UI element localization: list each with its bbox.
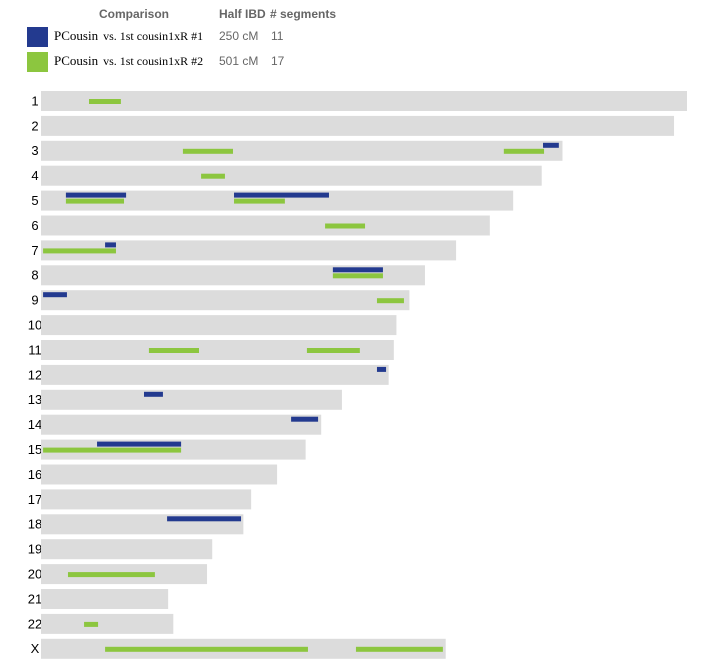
chromosome-bar [41, 290, 410, 311]
ibd-segment [234, 192, 329, 198]
comparison-name: PCousin vs. 1st cousin1xR #1 [54, 28, 203, 43]
chromosome-bar [41, 315, 397, 336]
chromosome-label: 7 [31, 243, 38, 258]
chromosome-label: 15 [28, 442, 42, 457]
chromosome-label: 20 [28, 567, 42, 582]
ibd-segment [97, 441, 182, 447]
ibd-segment [355, 646, 443, 652]
ibd-segment [88, 99, 121, 104]
ibd-segment [291, 416, 319, 422]
ibd-segment [234, 198, 285, 204]
ibd-segment [43, 292, 67, 298]
ibd-segment [143, 391, 163, 397]
chromosome-label: 1 [31, 93, 38, 108]
column-header: # segments [270, 7, 336, 21]
chromosome-label: X [31, 641, 40, 656]
ibd-segment [105, 646, 308, 652]
ibd-segment [325, 223, 366, 229]
ibd-segment [332, 273, 383, 279]
person: PCousin [54, 53, 99, 68]
chromosome-bar [41, 340, 394, 360]
chromosome-bar [41, 364, 389, 385]
chromosome-bar [41, 240, 457, 261]
segment-count: 17 [271, 54, 285, 68]
ibd-segment [332, 267, 383, 273]
chromosome-bar [41, 414, 322, 435]
chromosome-label: 13 [28, 392, 42, 407]
chromosome-bar [41, 265, 425, 286]
ibd-segment [65, 198, 125, 204]
chromosome-bar [41, 389, 342, 410]
chromosome-bar [41, 589, 169, 609]
ibd-segment [43, 248, 116, 254]
chromosome-bar [41, 91, 687, 111]
relation: vs. 1st cousin1xR #2 [103, 54, 203, 68]
half-ibd: 501 cM [219, 54, 258, 68]
chromosome-bar [41, 464, 278, 485]
chromosome-label: 11 [28, 342, 42, 357]
person: PCousin [54, 28, 99, 43]
ibd-segment [306, 348, 360, 353]
chromosome-label: 19 [28, 542, 42, 557]
chromosome-bar [41, 215, 490, 236]
ibd-segment [503, 148, 545, 154]
chromosome-bar [41, 165, 542, 186]
chromosome-label: 17 [28, 492, 42, 507]
comparison-name: PCousin vs. 1st cousin1xR #2 [54, 53, 203, 68]
column-header: Comparison [99, 7, 169, 21]
chromosome-label: 21 [28, 591, 42, 606]
relation: vs. 1st cousin1xR #1 [103, 29, 203, 43]
column-header: Half IBD [219, 7, 266, 21]
chromosome-bar [41, 613, 174, 634]
ibd-segment [105, 242, 116, 248]
chromosome-label: 9 [31, 293, 38, 308]
ibd-segment [167, 516, 242, 522]
ibd-segment [67, 572, 155, 578]
chromosome-bar [41, 489, 252, 510]
chromosome-label: 18 [28, 517, 42, 532]
ibd-segment [376, 298, 404, 304]
ibd-segment [201, 173, 225, 179]
chromosome-bar [41, 539, 213, 560]
chromosome-label: 16 [28, 467, 42, 482]
chromosome-label: 6 [31, 218, 38, 233]
ibd-segment [182, 148, 233, 154]
chromosome-bar [41, 140, 563, 161]
chromosome-label: 4 [31, 168, 38, 183]
ibd-segment [65, 192, 127, 198]
ibd-segment [84, 621, 99, 627]
chromosome-bar [41, 115, 675, 136]
legend-swatch [27, 27, 48, 47]
ibd-segment [148, 348, 199, 353]
chromosome-label: 8 [31, 268, 38, 283]
ibd-segment [543, 142, 559, 148]
segment-count: 11 [271, 29, 284, 43]
chromosome-label: 2 [31, 118, 38, 133]
ibd-segment [43, 447, 182, 453]
chromosome-label: 3 [31, 143, 38, 158]
legend-swatch [27, 52, 48, 72]
chromosome-label: 10 [28, 318, 42, 333]
ibd-segment [376, 366, 387, 372]
chromosome-label: 22 [28, 616, 42, 631]
chromosome-label: 5 [31, 193, 38, 208]
chromosome-label: 12 [28, 367, 42, 382]
half-ibd: 250 cM [219, 29, 258, 43]
chromosome-label: 14 [28, 417, 42, 432]
